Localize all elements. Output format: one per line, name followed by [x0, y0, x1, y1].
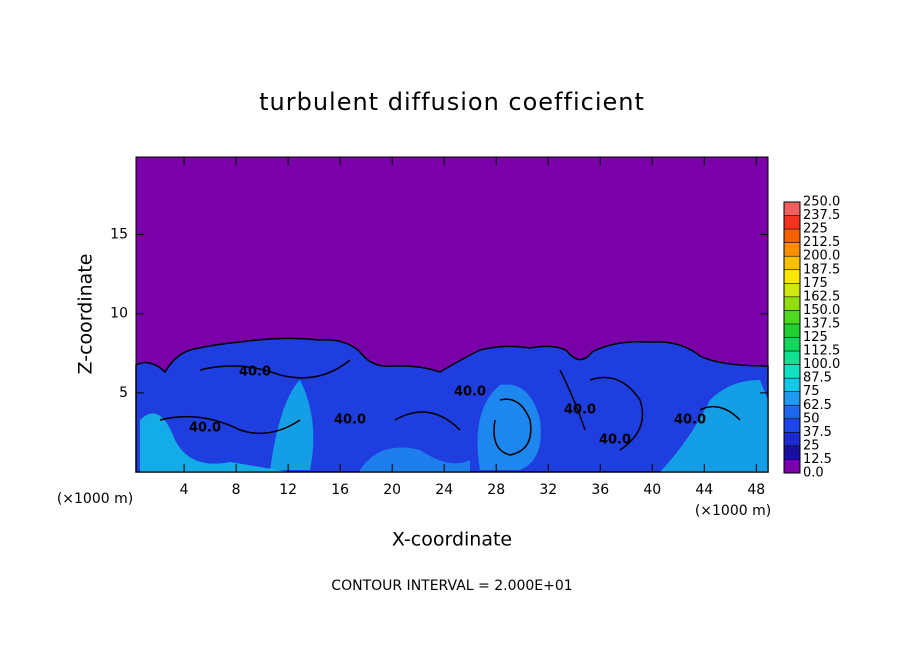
- chart-title: turbulent diffusion coefficient: [259, 88, 645, 116]
- y-unit-label: (×1000 m): [695, 503, 771, 519]
- field-patch: [660, 380, 768, 472]
- colorbar-swatch: [784, 202, 800, 216]
- colorbar-label: 0.0: [803, 466, 824, 481]
- contour-label: 40.0: [599, 433, 631, 448]
- y-tick-label: 10: [110, 306, 128, 322]
- colorbar-label: 187.5: [803, 262, 840, 277]
- plot-frame: [135, 156, 769, 473]
- colorbar-label: 162.5: [803, 289, 840, 304]
- colorbar-swatch: [784, 459, 800, 473]
- colorbar-label: 137.5: [803, 316, 840, 331]
- contour-label: 40.0: [189, 421, 221, 436]
- colorbar-swatch: [784, 296, 800, 311]
- x-tick-label: 28: [487, 482, 505, 498]
- colorbar-label: 250.0: [803, 195, 840, 210]
- colorbar-label: 25: [803, 438, 820, 453]
- colorbar-label: 237.5: [803, 208, 840, 223]
- x-tick-label: 8: [232, 482, 241, 498]
- colorbar-swatch: [784, 364, 800, 379]
- colorbar-swatch: [784, 283, 800, 297]
- x-axis-label: X-coordinate: [392, 529, 512, 551]
- x-unit-label: (×1000 m): [57, 491, 133, 507]
- colorbar-swatch: [784, 229, 800, 243]
- colorbar-label: 62.5: [803, 398, 832, 413]
- contour-label: 40.0: [334, 413, 366, 428]
- contour-label: 40.0: [239, 365, 271, 380]
- contour-line: [159, 359, 741, 456]
- y-tick-label: 5: [119, 385, 128, 401]
- x-tick-label: 12: [279, 482, 297, 498]
- footnote: CONTOUR INTERVAL = 2.000E+01: [331, 578, 572, 594]
- colorbar-swatch: [784, 391, 800, 406]
- colorbar-label: 212.5: [803, 235, 840, 250]
- field: [135, 157, 769, 473]
- x-tick-label: 48: [747, 482, 765, 498]
- colorbar-label: 125: [803, 330, 828, 345]
- x-tick-label: 40: [643, 482, 661, 498]
- colorbar-swatch: [784, 215, 800, 230]
- y-axis-label: Z-coordinate: [75, 254, 97, 375]
- colorbar-swatch: [784, 242, 800, 257]
- colorbar-swatch: [784, 405, 800, 419]
- colorbar-label: 37.5: [803, 425, 832, 440]
- x-tick-label: 4: [180, 482, 189, 498]
- colorbar-swatch: [784, 351, 800, 365]
- colorbar-label: 100.0: [803, 357, 840, 372]
- field-patch: [140, 413, 290, 472]
- colorbar-swatch: [784, 337, 800, 352]
- colorbar-label: 87.5: [803, 371, 832, 386]
- colorbar-label: 75: [803, 384, 820, 399]
- colorbar-swatch: [784, 310, 800, 324]
- x-tick-label: 16: [331, 482, 349, 498]
- colorbar-swatch: [784, 432, 800, 446]
- contour-label: 40.0: [454, 385, 486, 400]
- x-tick-label: 36: [591, 482, 609, 498]
- x-tick-label: 32: [539, 482, 557, 498]
- x-tick-label: 44: [695, 482, 713, 498]
- colorbar-swatch: [784, 269, 800, 284]
- colorbar-label: 225: [803, 222, 828, 237]
- x-tick-label: 20: [383, 482, 401, 498]
- colorbar-label: 112.5: [803, 344, 840, 359]
- colorbar-label: 50: [803, 411, 820, 426]
- field-patch: [360, 447, 470, 472]
- contour-label: 40.0: [564, 403, 596, 418]
- colorbar-label: 150.0: [803, 303, 840, 318]
- colorbar-label: 175: [803, 276, 828, 291]
- colorbar-label: 200.0: [803, 249, 840, 264]
- contour-label: 40.0: [674, 413, 706, 428]
- x-tick-label: 24: [435, 482, 453, 498]
- field-patch: [477, 384, 541, 470]
- colorbar-swatch: [784, 445, 800, 460]
- colorbar-swatch: [784, 418, 800, 433]
- colorbar-swatch: [784, 378, 800, 392]
- colorbar-label: 12.5: [803, 452, 832, 467]
- colorbar-swatch: [784, 256, 800, 270]
- y-tick-label: 15: [110, 227, 128, 243]
- colorbar-swatch: [784, 323, 800, 338]
